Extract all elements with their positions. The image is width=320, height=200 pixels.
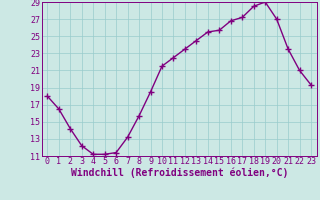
X-axis label: Windchill (Refroidissement éolien,°C): Windchill (Refroidissement éolien,°C) bbox=[70, 168, 288, 178]
